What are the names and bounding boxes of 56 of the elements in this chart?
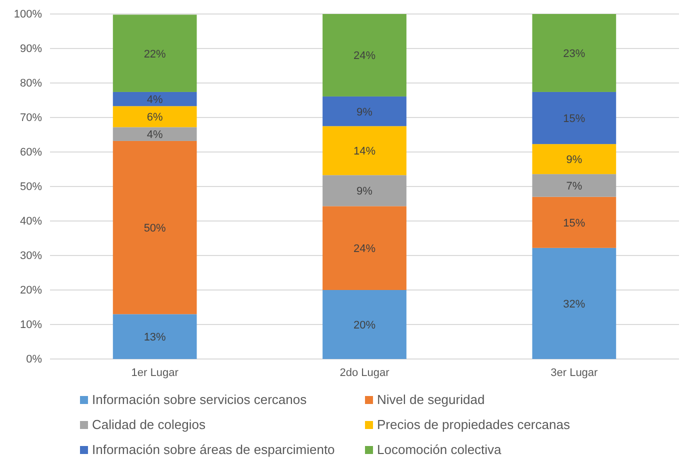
bar bbox=[322, 14, 406, 96]
bar bbox=[322, 290, 406, 359]
y-tick-label: 30% bbox=[20, 250, 42, 262]
data-label: 6% bbox=[146, 112, 163, 124]
bar bbox=[112, 92, 197, 106]
data-label: 24% bbox=[353, 50, 376, 62]
legend-label: Información sobre áreas de esparcimiento bbox=[92, 442, 335, 457]
x-tick-label: 3er Lugar bbox=[550, 366, 598, 379]
data-label: 13% bbox=[144, 332, 166, 344]
data-label: 4% bbox=[146, 129, 163, 142]
legend-label: Nivel de seguridad bbox=[377, 392, 485, 407]
data-label: 9% bbox=[566, 154, 582, 166]
y-tick-label: 40% bbox=[20, 216, 42, 228]
bar bbox=[322, 206, 406, 290]
legend-label: Locomoción colectiva bbox=[377, 442, 502, 457]
legend-label: Calidad de colegios bbox=[92, 417, 206, 432]
data-label: 50% bbox=[144, 222, 166, 235]
x-tick-label: 2do Lugar bbox=[340, 366, 390, 379]
y-tick-label: 100% bbox=[14, 8, 42, 21]
y-tick-label: 90% bbox=[20, 43, 42, 56]
y-tick-label: 0% bbox=[26, 354, 42, 366]
data-label: 22% bbox=[144, 48, 166, 60]
bar bbox=[112, 106, 197, 128]
bar bbox=[532, 144, 616, 174]
x-tick-label: 1er Lugar bbox=[131, 366, 179, 379]
bar bbox=[112, 140, 197, 314]
legend-label: Precios de propiedades cercanas bbox=[377, 417, 570, 432]
y-tick-label: 20% bbox=[20, 284, 42, 297]
bar bbox=[532, 248, 616, 359]
bar bbox=[112, 127, 197, 141]
bar bbox=[112, 314, 197, 359]
bar bbox=[532, 14, 616, 92]
data-label: 9% bbox=[356, 106, 373, 118]
legend-label: Información sobre servicios cercanos bbox=[92, 392, 308, 407]
data-label: 9% bbox=[356, 186, 373, 198]
data-label: 4% bbox=[146, 94, 163, 106]
data-label: 23% bbox=[563, 48, 586, 60]
y-tick-label: 60% bbox=[20, 146, 42, 159]
data-label: 14% bbox=[353, 146, 376, 158]
bar bbox=[112, 14, 197, 92]
bar bbox=[322, 175, 406, 206]
data-label: 24% bbox=[353, 243, 376, 256]
y-tick-label: 10% bbox=[20, 319, 42, 332]
data-label: 7% bbox=[566, 180, 582, 192]
y-tick-label: 50% bbox=[20, 181, 42, 194]
data-label: 20% bbox=[353, 320, 376, 332]
y-tick-label: 70% bbox=[20, 112, 42, 124]
y-tick-label: 80% bbox=[20, 78, 42, 90]
bar bbox=[532, 174, 616, 197]
bar bbox=[532, 92, 616, 144]
bar bbox=[322, 126, 406, 176]
data-label: 15% bbox=[563, 113, 586, 126]
data-label: 15% bbox=[563, 217, 586, 230]
bar bbox=[322, 96, 406, 126]
bar bbox=[532, 196, 616, 248]
data-label: 32% bbox=[563, 298, 586, 310]
